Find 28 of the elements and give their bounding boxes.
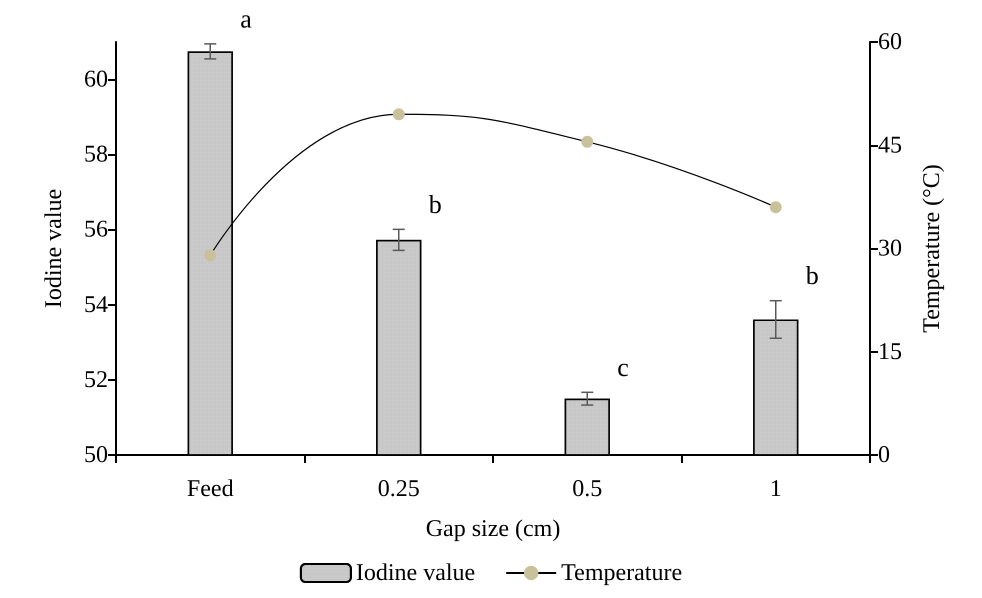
annotation: b bbox=[806, 260, 819, 290]
point bbox=[392, 108, 405, 120]
x-tick-label: 0.5 bbox=[572, 476, 602, 502]
y2-axis-title: Temperature (°C) bbox=[919, 164, 945, 333]
y2-tick-label: 60 bbox=[878, 29, 902, 55]
y2-tick-label: 45 bbox=[878, 132, 902, 158]
y2-tick-label: 0 bbox=[878, 442, 890, 468]
y-tick-label: 58 bbox=[84, 142, 108, 168]
point bbox=[204, 249, 216, 262]
point bbox=[770, 201, 782, 214]
annotation: a bbox=[240, 4, 252, 34]
x-tick-label: Feed bbox=[186, 476, 234, 502]
y2-tick-label: 30 bbox=[878, 236, 902, 262]
x-tick-label: 0.25 bbox=[378, 476, 420, 502]
y-axis-title: Iodine value bbox=[41, 188, 67, 308]
y-tick-label: 52 bbox=[84, 366, 108, 393]
annotation: c bbox=[617, 352, 629, 382]
legend-label: Temperature bbox=[561, 560, 682, 586]
y-tick-label: 56 bbox=[84, 216, 108, 243]
legend-label: Iodine value bbox=[356, 560, 476, 586]
annotation: b bbox=[428, 190, 442, 219]
y-tick-label: 54 bbox=[84, 292, 108, 318]
point bbox=[581, 136, 594, 148]
y-tick-label: 50 bbox=[84, 442, 108, 468]
y2-tick-label: 15 bbox=[878, 338, 902, 365]
x-tick-label: 1 bbox=[770, 476, 782, 502]
x-axis-title: Gap size (cm) bbox=[426, 516, 560, 542]
y-tick-label: 60 bbox=[84, 66, 108, 93]
